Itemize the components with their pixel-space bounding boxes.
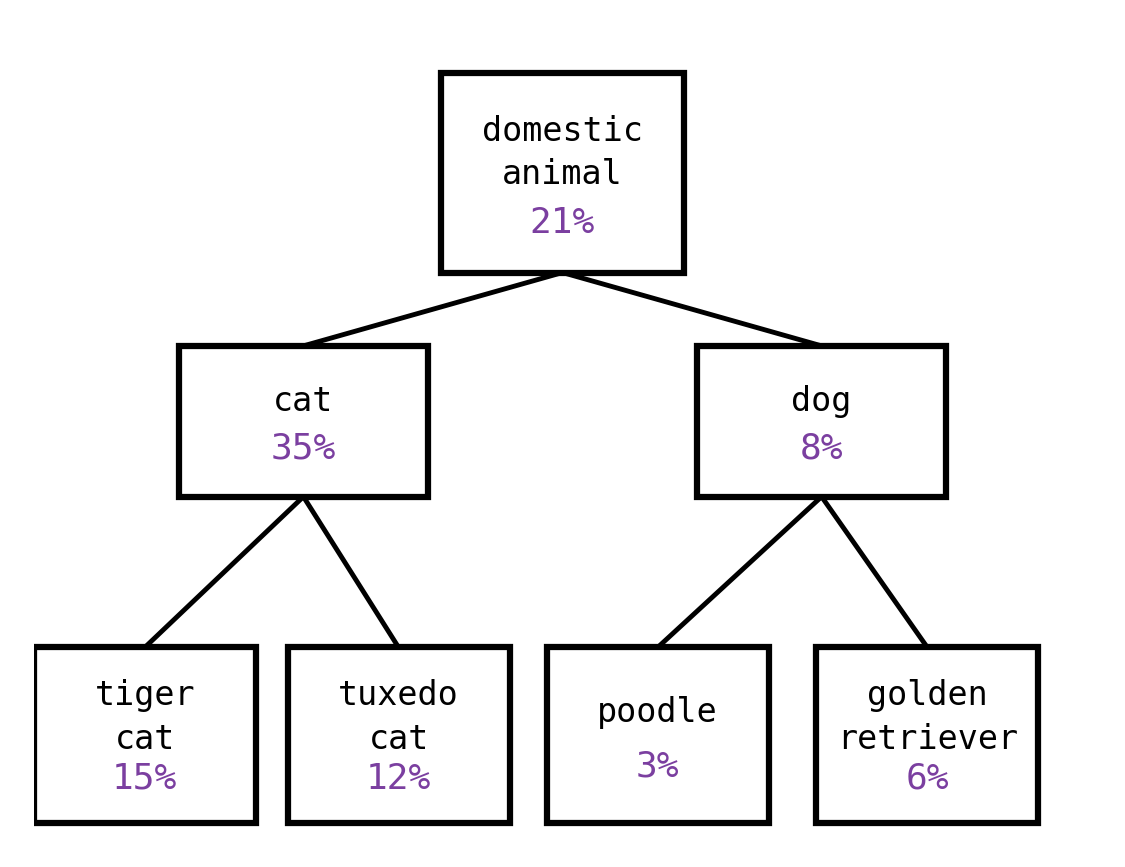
Text: 6%: 6% xyxy=(906,762,949,796)
Bar xyxy=(288,648,510,823)
Text: 15%: 15% xyxy=(112,762,178,796)
Bar xyxy=(441,73,684,272)
Text: dog: dog xyxy=(791,385,852,418)
Text: 8%: 8% xyxy=(800,432,844,466)
Text: domestic
animal: domestic animal xyxy=(482,114,644,191)
Text: tiger
cat: tiger cat xyxy=(94,680,195,756)
Bar xyxy=(179,346,428,497)
Text: 21%: 21% xyxy=(530,205,595,239)
Bar xyxy=(34,648,255,823)
Text: 35%: 35% xyxy=(271,432,336,466)
Bar xyxy=(817,648,1038,823)
Text: 12%: 12% xyxy=(366,762,431,796)
Text: golden
retriever: golden retriever xyxy=(837,680,1018,756)
Text: tuxedo
cat: tuxedo cat xyxy=(339,680,459,756)
Text: poodle: poodle xyxy=(597,695,718,729)
Bar xyxy=(698,346,946,497)
Bar xyxy=(547,648,768,823)
Text: cat: cat xyxy=(273,385,334,418)
Text: 3%: 3% xyxy=(636,750,679,784)
